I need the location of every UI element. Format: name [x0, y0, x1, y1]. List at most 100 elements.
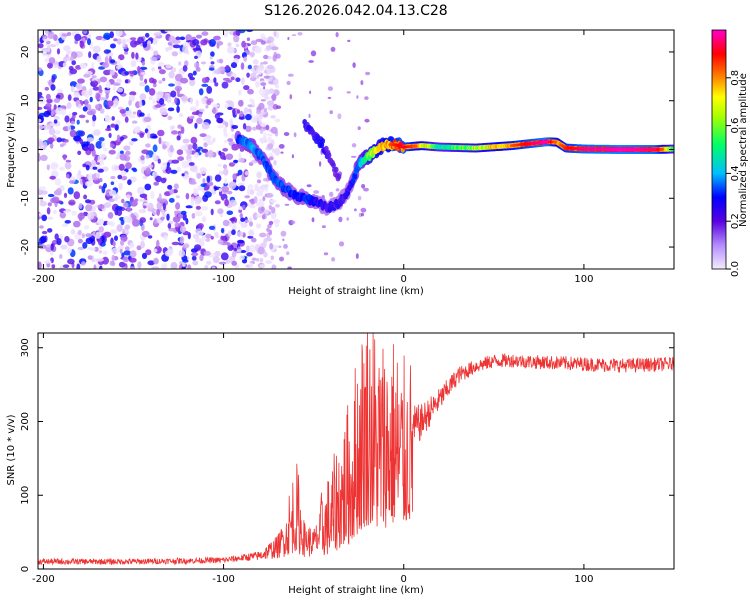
noise-blob: [129, 114, 136, 119]
noise-blob: [135, 52, 139, 60]
noise-blob: [210, 208, 214, 216]
noise-blob: [126, 206, 132, 213]
noise-blob: [217, 208, 224, 215]
noise-blob: [209, 56, 213, 60]
noise-blob: [259, 232, 267, 238]
noise-blob: [198, 88, 204, 96]
noise-blob: [202, 178, 206, 184]
noise-blob: [129, 266, 136, 269]
noise-blob: [291, 220, 296, 225]
noise-blob: [224, 178, 228, 185]
noise-blob: [192, 39, 200, 46]
noise-blob: [141, 230, 150, 238]
noise-blob: [74, 33, 82, 42]
noise-blob: [213, 77, 217, 84]
noise-blob: [191, 212, 196, 219]
noise-blob: [175, 202, 181, 210]
noise-blob: [141, 149, 150, 154]
noise-blob: [169, 188, 175, 195]
noise-blob: [185, 34, 192, 42]
noise-blob: [225, 153, 234, 160]
noise-blob: [63, 154, 67, 161]
noise-blob: [287, 73, 294, 77]
noise-blob: [156, 208, 160, 216]
noise-blob: [257, 187, 264, 195]
noise-blob: [124, 71, 130, 76]
noise-blob: [77, 238, 83, 244]
noise-blob: [139, 132, 145, 138]
noise-blob: [87, 38, 91, 46]
noise-blob: [128, 257, 137, 263]
noise-blob: [138, 198, 146, 202]
noise-blob: [139, 112, 145, 117]
noise-blob: [122, 202, 129, 208]
noise-blob: [69, 129, 77, 138]
noise-blob: [77, 169, 82, 176]
noise-blob: [257, 179, 261, 184]
noise-blob: [101, 235, 105, 243]
snr-ylabel: SNR (10 * v/v): [6, 414, 17, 485]
noise-blob: [211, 266, 216, 269]
noise-blob: [192, 70, 197, 76]
noise-blob: [88, 143, 95, 152]
noise-blob: [226, 79, 233, 83]
noise-blob: [201, 216, 207, 223]
noise-blob: [133, 127, 141, 133]
noise-blob: [253, 65, 258, 69]
noise-blob: [203, 250, 211, 256]
noise-blob: [212, 104, 220, 108]
noise-blob: [59, 254, 63, 259]
noise-blob: [79, 40, 85, 48]
noise-blob: [171, 159, 180, 164]
noise-blob: [364, 96, 369, 100]
noise-blob: [47, 31, 55, 39]
noise-blob: [75, 83, 81, 89]
branch-point: [326, 152, 332, 159]
noise-blob: [141, 60, 146, 66]
noise-blob: [63, 210, 70, 214]
noise-blob: [259, 128, 264, 135]
y-tick-label: 300: [20, 338, 31, 357]
noise-blob: [153, 32, 162, 37]
noise-blob: [297, 32, 303, 36]
noise-blob: [174, 210, 179, 214]
noise-blob: [166, 213, 170, 221]
noise-blob: [103, 182, 107, 189]
noise-blob: [38, 212, 43, 217]
colorbar-tick-label: 0.8: [730, 70, 741, 86]
noise-blob: [92, 166, 98, 170]
noise-blob: [56, 48, 61, 55]
noise-blob: [179, 36, 186, 41]
noise-blob: [278, 144, 285, 149]
noise-blob: [286, 251, 290, 256]
noise-blob: [248, 162, 254, 166]
noise-blob: [130, 37, 137, 41]
noise-blob: [214, 174, 222, 182]
noise-blob: [70, 56, 74, 62]
noise-blob: [51, 75, 56, 83]
noise-blob: [264, 208, 269, 215]
noise-blob: [195, 99, 199, 108]
noise-blob: [65, 174, 70, 179]
noise-blob: [266, 64, 274, 70]
noise-blob: [212, 107, 217, 114]
noise-blob: [82, 176, 86, 185]
noise-blob: [225, 65, 230, 70]
noise-blob: [99, 97, 107, 101]
noise-blob: [253, 196, 258, 204]
noise-blob: [164, 250, 173, 257]
noise-blob: [164, 94, 168, 102]
noise-blob: [139, 74, 144, 81]
noise-blob: [118, 182, 123, 191]
noise-blob: [232, 173, 237, 181]
noise-blob: [225, 100, 234, 104]
noise-blob: [109, 189, 117, 197]
noise-blob: [232, 222, 237, 229]
noise-blob: [236, 239, 245, 244]
noise-blob: [131, 51, 135, 59]
noise-blob: [260, 184, 268, 190]
noise-blob: [46, 164, 50, 171]
noise-blob: [293, 132, 297, 138]
